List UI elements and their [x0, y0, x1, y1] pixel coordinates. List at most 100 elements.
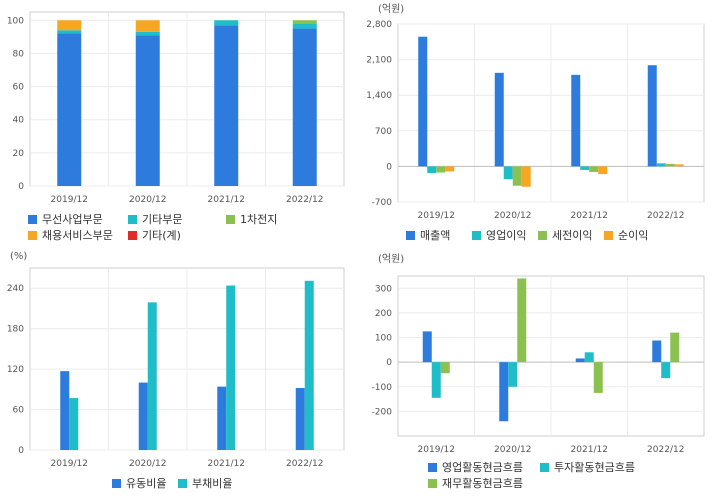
- chart-3-panel: (%) 0 60 120 180 240 2019/12 2020/12 2021/12 2022…: [0, 248, 360, 496]
- bar: [422, 331, 432, 363]
- y-tick-label: 2,100: [366, 56, 392, 66]
- legend-swatch: [428, 479, 437, 488]
- x-tick-label: 2021/12: [571, 211, 608, 221]
- bar: [656, 163, 666, 167]
- chart-1-legend: 무선사업부문 기타부문 1차전지 채용서비스부문 기타(계): [0, 210, 360, 246]
- legend-label: 매출액: [420, 229, 451, 242]
- y-tick-label: 60: [13, 406, 25, 416]
- y-tick-label: 0: [18, 182, 24, 192]
- legend-item-recruit: 채용서비스부문: [28, 228, 113, 243]
- bar: [60, 371, 70, 450]
- chart-1-svg: 0 20 40 60 80 100 2019/12 2020/12 2021/12 2022/12: [7, 11, 345, 205]
- bar: [580, 166, 590, 170]
- legend-label: 1차전지: [240, 213, 278, 226]
- chart-4-legend: 영업활동현금흐름 투자활동현금흐름 재무활동현금흐름: [360, 460, 720, 496]
- y-tick-label: 120: [7, 365, 24, 375]
- legend-swatch: [28, 231, 37, 240]
- legend-label: 세전이익: [552, 229, 593, 242]
- bar: [135, 20, 160, 32]
- y-tick-label: 1,400: [366, 91, 392, 101]
- legend-item-current-ratio: 유동비율: [112, 476, 166, 491]
- legend-item-museon: 무선사업부문: [28, 212, 103, 227]
- legend-swatch: [540, 463, 549, 472]
- legend-label: 채용서비스부문: [42, 229, 113, 242]
- legend-label: 순이익: [618, 229, 649, 242]
- legend-swatch: [472, 231, 481, 240]
- y-tick-label: 700: [375, 127, 392, 137]
- legend-label: 영업이익: [486, 229, 527, 242]
- bar: [138, 382, 148, 450]
- bar: [292, 20, 317, 24]
- chart-1-panel: 0 20 40 60 80 100 2019/12 2020/12 2021/12 2022/12…: [0, 0, 360, 248]
- bar: [292, 28, 317, 187]
- x-tick-label: 2019/12: [418, 211, 455, 221]
- y-tick-label: 0: [386, 358, 392, 368]
- bar: [571, 74, 581, 167]
- legend-swatch: [226, 215, 235, 224]
- bar: [584, 352, 594, 363]
- bar: [494, 72, 504, 167]
- y-tick-label: -200: [372, 407, 393, 417]
- legend-swatch: [128, 231, 137, 240]
- y-tick-label: 200: [375, 309, 392, 319]
- bar: [214, 20, 239, 26]
- y-tick-label: -700: [372, 198, 393, 208]
- legend-item-gita: 기타부문: [128, 212, 182, 227]
- y-tick-label: -100: [372, 383, 393, 393]
- bar: [647, 65, 657, 167]
- x-tick-label: 2021/12: [571, 445, 608, 455]
- legend-item-debt-ratio: 부채비율: [178, 476, 232, 491]
- bar: [661, 362, 671, 379]
- bar: [589, 166, 599, 172]
- legend-item-pretax: 세전이익: [538, 228, 592, 243]
- bar: [304, 280, 314, 450]
- y-tick-label: 2,800: [366, 20, 392, 30]
- bar: [427, 166, 437, 174]
- chart-3-legend: 유동비율 부채비율: [0, 476, 360, 494]
- legend-label: 부채비율: [192, 477, 233, 490]
- y-tick-label: 100: [7, 16, 24, 26]
- bar: [512, 166, 522, 186]
- bar: [499, 362, 509, 422]
- legend-item-other-total: 기타(계): [128, 228, 181, 243]
- legend-swatch: [112, 479, 121, 488]
- x-tick-label: 2020/12: [494, 211, 531, 221]
- bar: [57, 30, 82, 34]
- bar: [508, 362, 518, 387]
- legend-label: 재무활동현금흐름: [442, 477, 523, 490]
- unit-label: (억원): [378, 253, 404, 265]
- y-tick-label: 240: [7, 284, 24, 294]
- legend-item-net: 순이익: [604, 228, 648, 243]
- legend-swatch: [28, 215, 37, 224]
- chart-2-svg: (억원) -700 0 700 1,400 2,100 2,800 2019/12 2020/1…: [366, 3, 705, 221]
- bar: [57, 33, 82, 186]
- bar: [431, 362, 441, 398]
- x-tick-label: 2019/12: [51, 459, 88, 469]
- bar: [217, 386, 227, 450]
- bar: [674, 164, 684, 167]
- bar: [295, 387, 305, 450]
- legend-label: 투자활동현금흐름: [554, 461, 635, 474]
- legend-item-battery: 1차전지: [226, 212, 277, 227]
- bar: [135, 35, 160, 187]
- y-tick-label: 40: [13, 116, 25, 126]
- bar: [57, 20, 82, 31]
- legend-label: 유동비율: [126, 477, 167, 490]
- x-tick-label: 2019/12: [418, 445, 455, 455]
- bar: [69, 398, 79, 450]
- y-tick-label: 300: [375, 284, 392, 294]
- legend-swatch: [604, 231, 613, 240]
- legend-swatch: [406, 231, 415, 240]
- bar: [445, 166, 455, 172]
- legend-item-op-income: 영업이익: [472, 228, 526, 243]
- chart-4-svg: (억원) -200 -100 0 100 200 300 2019/12 2020/12 2021…: [372, 253, 705, 455]
- bar: [503, 166, 513, 180]
- chart-4-panel: (억원) -200 -100 0 100 200 300 2019/12 2020/12 2021…: [360, 248, 720, 496]
- bar: [214, 25, 239, 187]
- y-tick-label: 60: [13, 83, 25, 93]
- legend-swatch: [128, 215, 137, 224]
- bar: [670, 332, 680, 363]
- legend-item-inv-cf: 투자활동현금흐름: [540, 460, 635, 475]
- bar: [135, 31, 160, 36]
- x-tick-label: 2020/12: [494, 445, 531, 455]
